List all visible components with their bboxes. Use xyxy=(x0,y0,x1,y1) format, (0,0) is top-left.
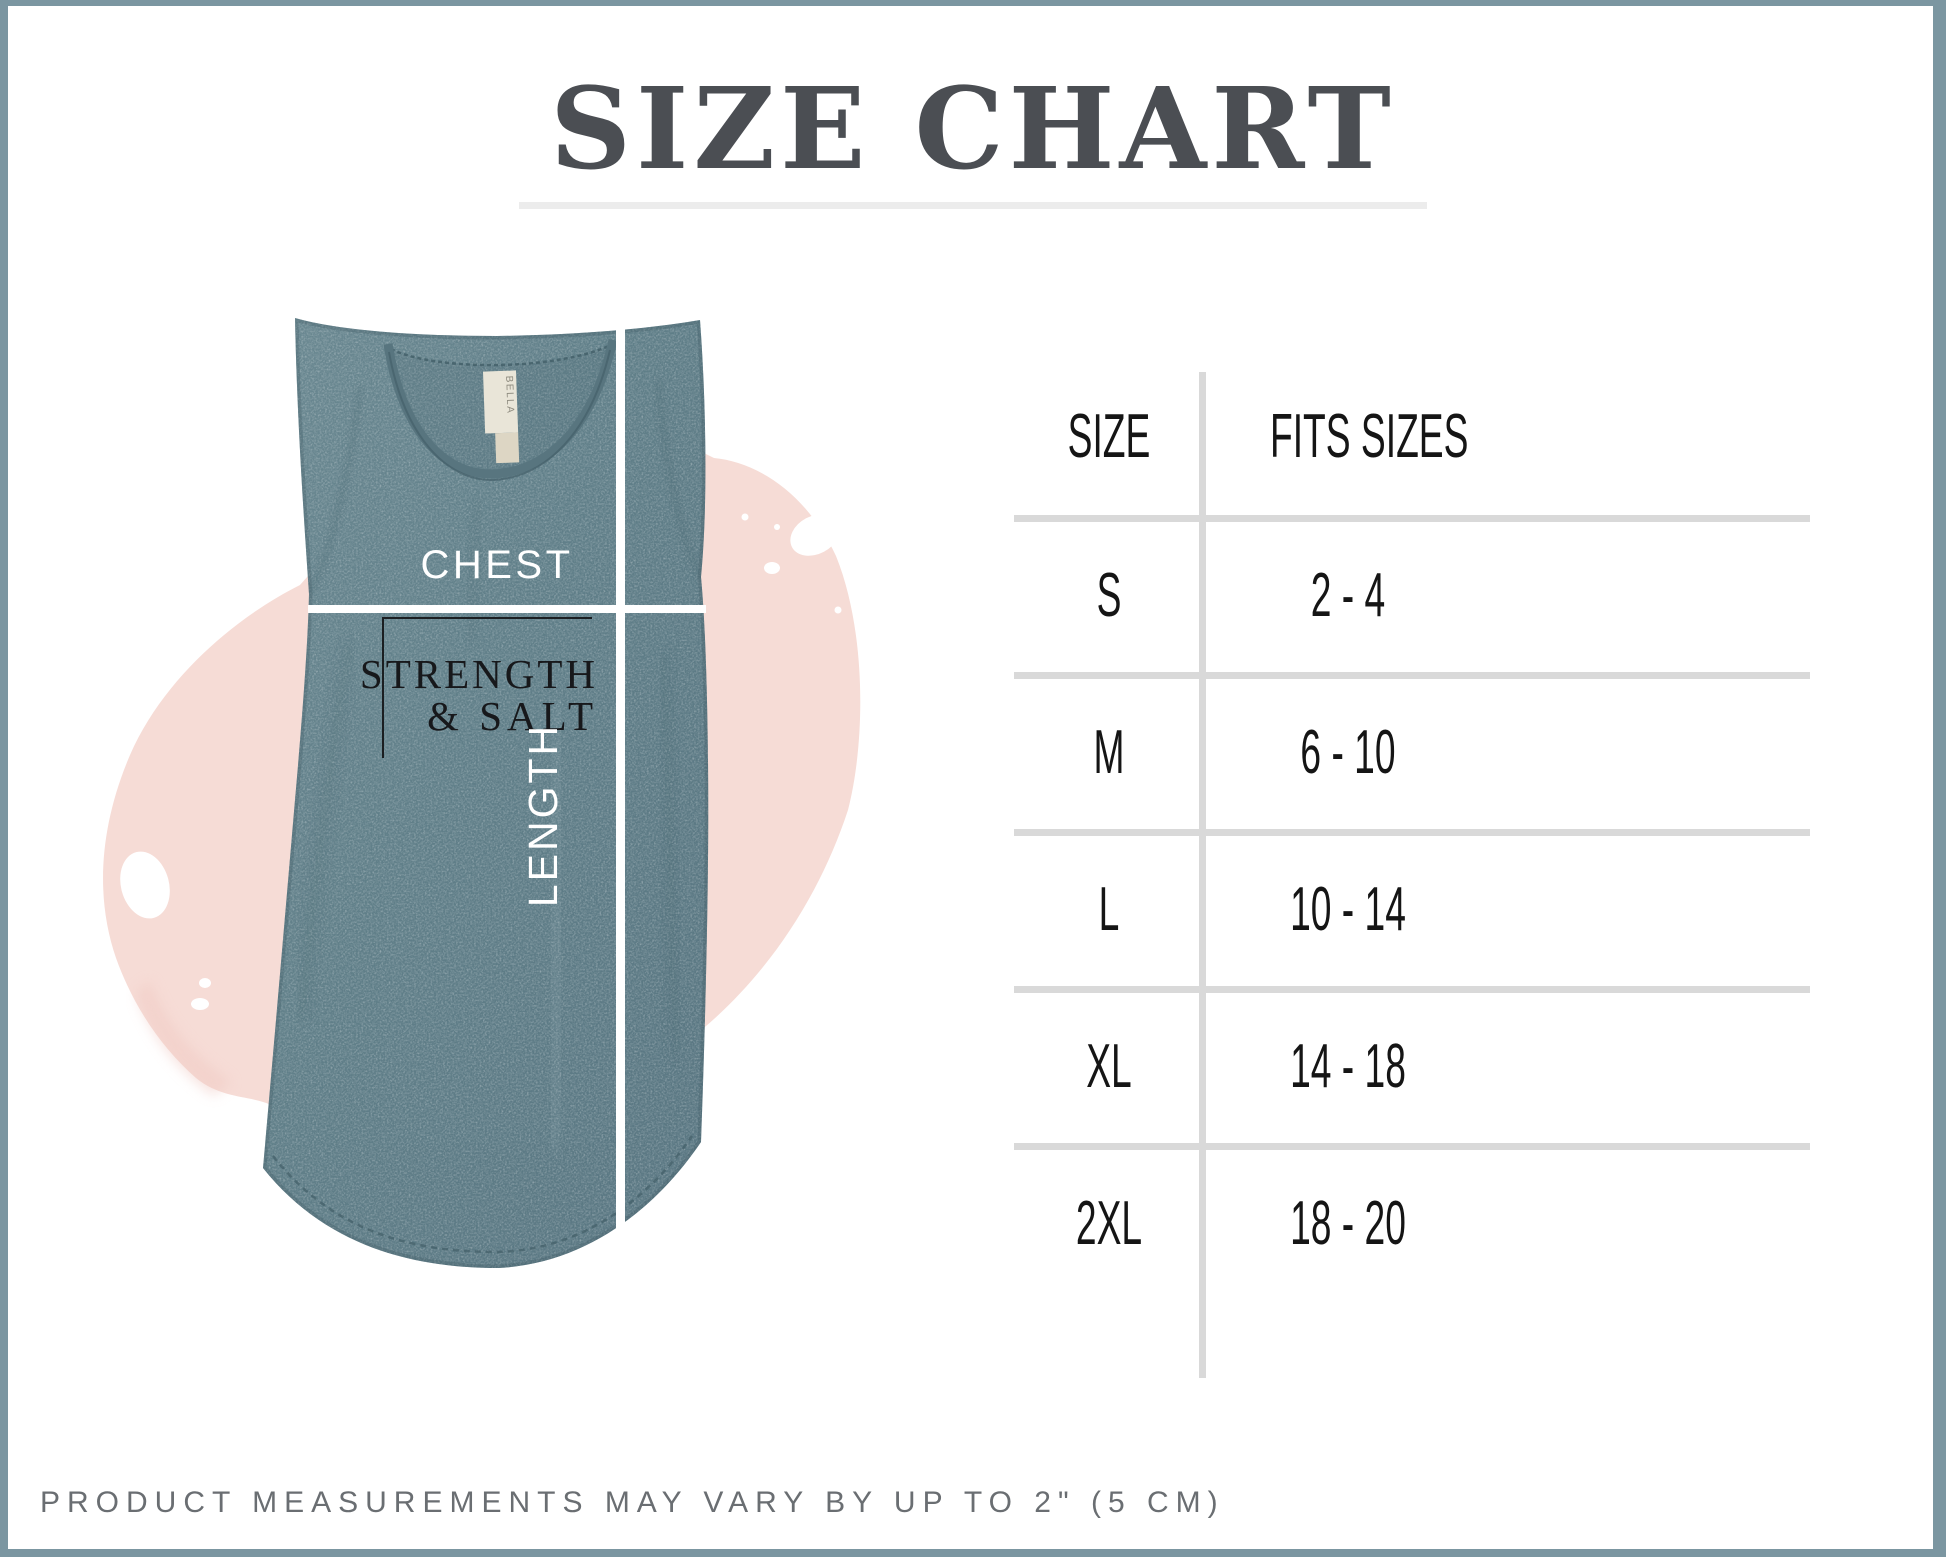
neck-tag-brand: BELLA xyxy=(503,375,515,414)
fits-value: 10 - 14 xyxy=(1290,875,1406,944)
page-title: SIZE CHART xyxy=(550,64,1396,195)
footer-note: PRODUCT MEASUREMENTS MAY VARY BY UP TO 2… xyxy=(40,1486,1225,1519)
print-line2: & SALT xyxy=(427,693,598,739)
hem-stitch xyxy=(272,1135,694,1254)
length-label: LENGTH xyxy=(520,723,566,907)
size-label: 2XL xyxy=(1075,1189,1143,1258)
column-header-fits-sizes: FITS SIZES xyxy=(1270,402,1469,471)
size-label: S xyxy=(1096,561,1122,630)
watercolor-specks xyxy=(120,513,842,1010)
size-label: M xyxy=(1093,718,1125,787)
table-gridline xyxy=(1014,672,1810,679)
title-underline xyxy=(519,202,1427,209)
back-neck-stitch xyxy=(390,343,612,367)
print-line1: STRENGTH xyxy=(360,651,598,697)
product-illustration: BELLA STRENGTH & SALT CHEST LENGTH xyxy=(103,316,861,1268)
fits-value: 14 - 18 xyxy=(1290,1032,1406,1101)
table-gridline xyxy=(1014,1143,1810,1150)
fits-value: 18 - 20 xyxy=(1290,1189,1406,1258)
neck-tag: BELLA xyxy=(482,370,520,464)
scoop-neck-binding xyxy=(383,339,618,479)
tank-top: BELLA STRENGTH & SALT xyxy=(263,318,709,1268)
length-measure-line xyxy=(616,316,625,1246)
table-column-divider xyxy=(1199,372,1206,1378)
table-gridline xyxy=(1014,829,1810,836)
chest-label: CHEST xyxy=(420,543,573,587)
chest-measure-line xyxy=(308,605,706,613)
table-gridline xyxy=(1014,986,1810,993)
size-label: L xyxy=(1098,875,1120,944)
fits-value: 6 - 10 xyxy=(1300,718,1396,787)
print-frame xyxy=(382,617,592,758)
size-label: XL xyxy=(1086,1032,1132,1101)
column-header-size: SIZE xyxy=(1067,402,1151,471)
fits-value: 2 - 4 xyxy=(1310,561,1386,630)
table-gridline xyxy=(1014,515,1810,522)
shirt-print: STRENGTH & SALT xyxy=(360,617,598,758)
measurement-guides: CHEST LENGTH xyxy=(308,316,706,1246)
